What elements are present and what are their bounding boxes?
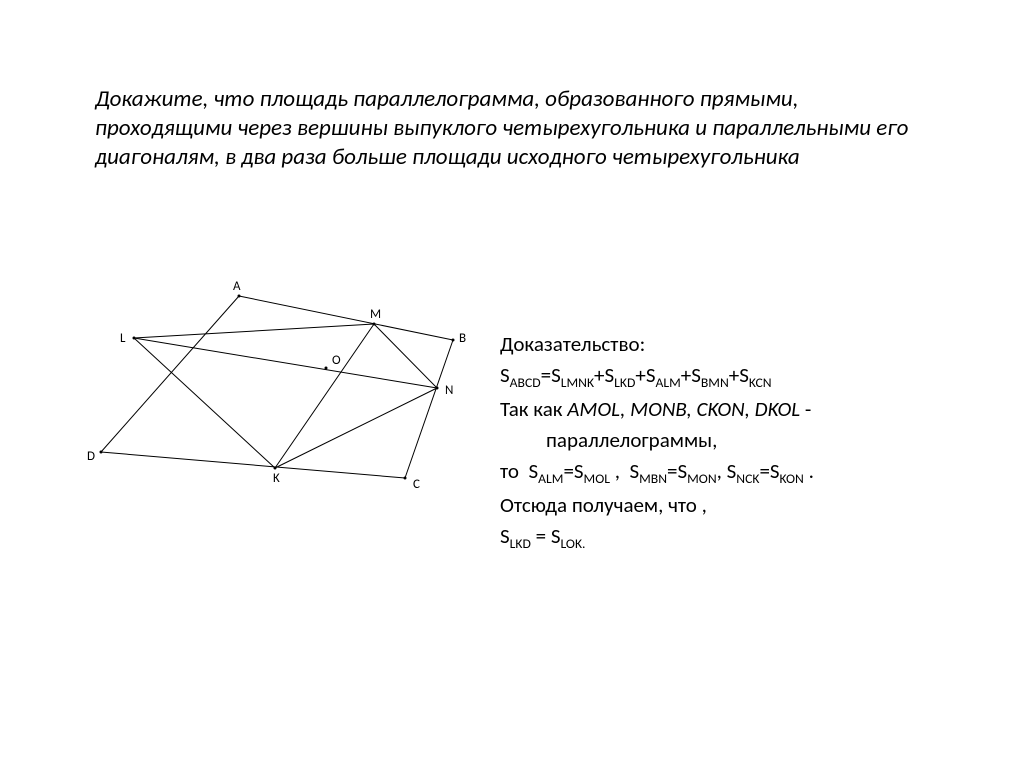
sub-lmnk: LMNK [561,375,594,392]
proof-block: Доказательство: SABCD=SLMNK+SLKD+SALM+SB… [500,330,980,555]
geometry-diagram: A M B L O N D K C [85,280,480,510]
svg-text:L: L [120,331,126,346]
proof-line-5: то SALM=SMOL , SMBN=SMON, SNCK=SKON . [500,457,980,488]
txt-ckon: CKON [696,396,744,422]
proof-line-6: Отсюда получаем, что , [500,491,980,520]
svg-text:A: A [233,280,241,294]
sub-bmn: BMN [701,375,729,392]
svg-text:C: C [413,477,420,492]
proof-line-7: SLKD = SLOK. [500,522,980,553]
svg-text:D: D [87,449,95,464]
txt-to: то [500,458,519,484]
svg-text:N: N [445,383,453,398]
sub-lok: LOK. [560,535,585,552]
svg-text:O: O [332,353,341,368]
proof-line-4: параллелограммы, [500,426,980,455]
proof-line-2: SABCD=SLMNK+SLKD+SALM+SBMN+SKCN [500,361,980,392]
sub-nck: NCK [736,471,759,488]
sub-mbn: MBN [639,471,667,488]
svg-text:M: M [370,307,381,322]
svg-text:K: K [273,471,280,486]
sub-alm: ALM [655,375,680,392]
sub-mol: MOL [584,471,610,488]
txt-takkak: Так как [500,396,563,422]
sub-kcn: KCN [749,375,772,392]
sub-lkd2: LKD [510,535,531,552]
sub-abcd: ABCD [510,375,541,392]
svg-text:B: B [459,331,466,346]
problem-statement: Докажите, что площадь параллелограмма, о… [95,85,925,171]
slide: Докажите, что площадь параллелограмма, о… [0,0,1024,768]
sub-kon: KON [780,471,804,488]
sub-alm2: ALM [538,471,563,488]
sub-mon: MON [687,471,717,488]
proof-line-3: Так как AMOL, MONB, CKON, DKOL - [500,395,980,424]
txt-amol: AMOL [567,396,620,422]
sub-lkd: LKD [614,375,635,392]
proof-line-1: Доказательство: [500,330,980,359]
txt-dkol: DKOL [755,396,800,422]
txt-monb: MONB [630,396,686,422]
